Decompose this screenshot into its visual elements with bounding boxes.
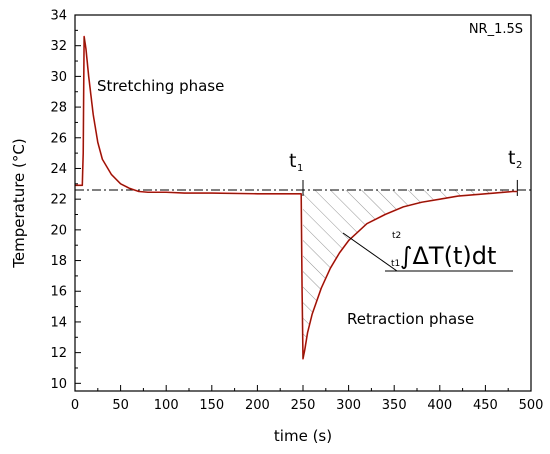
integral-expression: ∫ΔT(t)dt	[400, 242, 496, 270]
retraction-phase-label: Retraction phase	[347, 310, 474, 328]
x-tick-label: 100	[154, 398, 179, 413]
integral-leader-line	[342, 232, 398, 272]
x-tick-label: 200	[245, 398, 270, 413]
y-tick-label: 22	[50, 193, 67, 208]
x-axis-ticks: 0 50 100 150 200 250 300 350 400 450 500	[71, 385, 544, 413]
y-tick-label: 28	[50, 101, 67, 116]
x-tick-label: 300	[336, 398, 361, 413]
y-tick-label: 30	[50, 70, 67, 85]
integral-upper-limit: t2	[392, 231, 401, 241]
y-tick-label: 26	[50, 131, 67, 146]
x-tick-label: 400	[427, 398, 452, 413]
integral-area-group	[303, 189, 518, 359]
y-tick-label: 14	[50, 315, 67, 330]
integral-hatch-area	[303, 189, 518, 359]
y-tick-label: 32	[50, 39, 67, 54]
y-tick-label: 20	[50, 223, 67, 238]
integral-annotation: t2 t1 ∫ΔT(t)dt	[342, 231, 513, 272]
y-tick-label: 18	[50, 254, 67, 269]
t1-subscript: 1	[297, 163, 303, 174]
x-axis-title: time (s)	[274, 427, 332, 445]
series-group	[75, 35, 518, 360]
t2-subscript: 2	[516, 160, 522, 171]
reference-line-group	[75, 179, 531, 196]
fit-overlay-line	[75, 36, 518, 359]
x-tick-label: 500	[519, 398, 544, 413]
t2-marker: t 2	[508, 147, 522, 171]
x-tick-label: 250	[291, 398, 316, 413]
t1-marker: t 1	[289, 150, 303, 174]
y-tick-label: 16	[50, 285, 67, 300]
y-axis-title: Temperature (°C)	[10, 138, 28, 268]
y-tick-label: 34	[50, 9, 67, 24]
x-tick-label: 350	[382, 398, 407, 413]
x-tick-label: 0	[71, 398, 79, 413]
x-tick-label: 50	[112, 398, 129, 413]
stretching-phase-label: Stretching phase	[97, 77, 224, 95]
t1-letter: t	[289, 150, 296, 172]
x-tick-label: 150	[199, 398, 224, 413]
y-tick-label: 10	[50, 377, 67, 392]
y-tick-label: 12	[50, 346, 67, 361]
sample-label: NR_1.5S	[469, 22, 523, 37]
integral-lower-limit: t1	[391, 259, 400, 269]
y-axis-ticks: 10 12 14 16 18 20 22 24 26 28 30 32 34	[50, 9, 81, 392]
y-tick-label: 24	[50, 162, 67, 177]
x-tick-label: 450	[473, 398, 498, 413]
t2-letter: t	[508, 147, 515, 169]
